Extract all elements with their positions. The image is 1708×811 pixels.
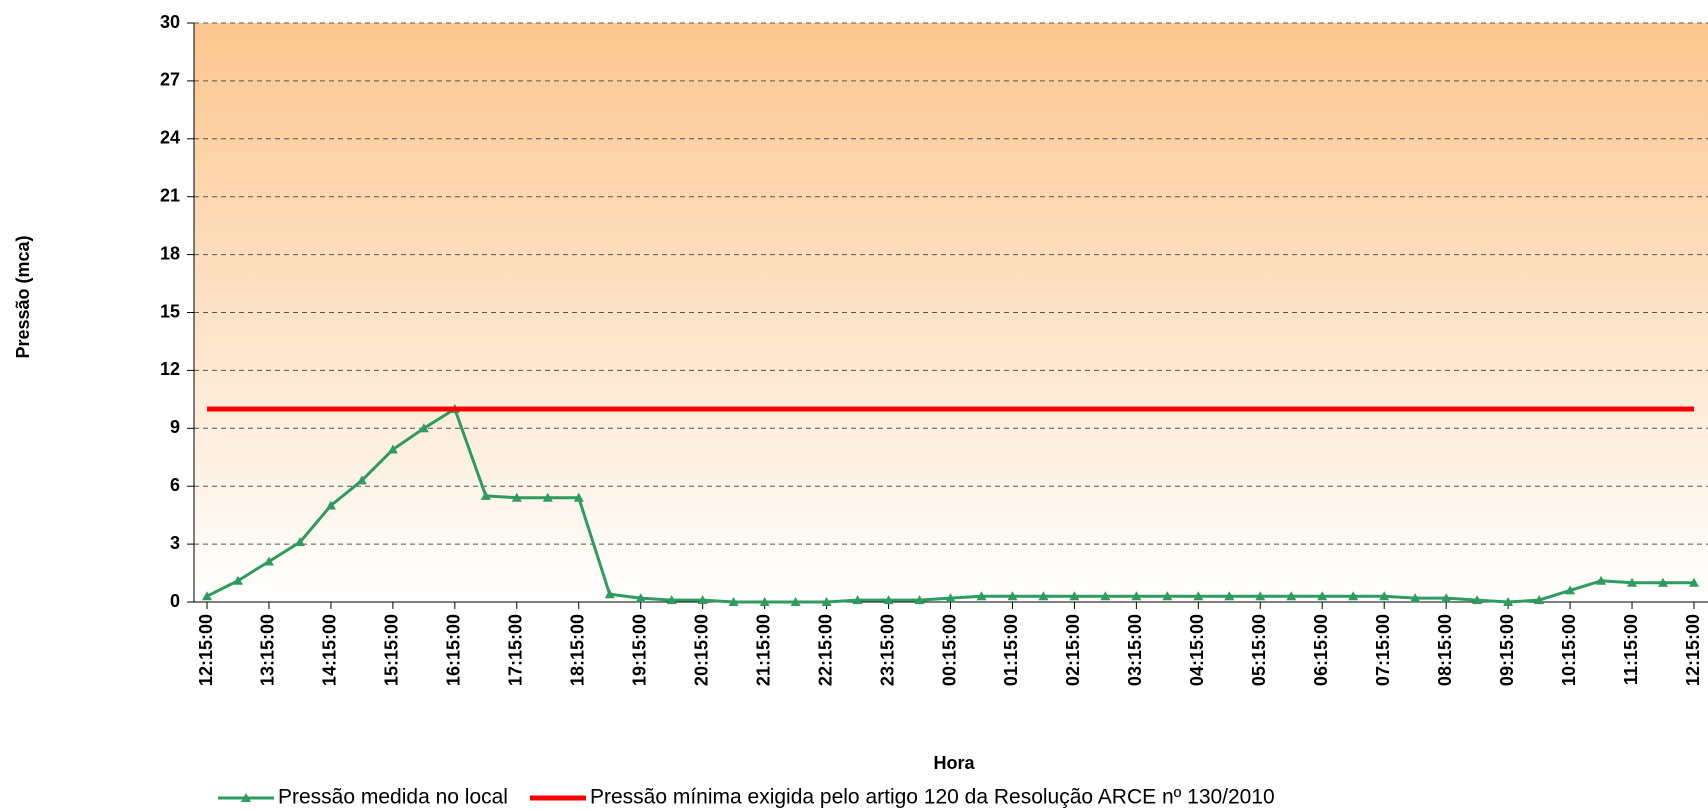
x-tick-label: 01:15:00: [1001, 614, 1021, 686]
x-tick-label: 23:15:00: [877, 614, 897, 686]
point-marker: [325, 500, 336, 510]
y-tick-label: 0: [170, 591, 180, 611]
x-tick-label: 09:15:00: [1497, 614, 1517, 686]
point-marker: [511, 492, 522, 502]
x-tick-label: 02:15:00: [1063, 614, 1083, 686]
x-tick-label: 12:15:00: [1683, 614, 1703, 686]
point-marker: [387, 444, 398, 454]
point-marker: [604, 589, 615, 599]
y-tick-label: 18: [160, 243, 180, 263]
point-marker: [294, 537, 305, 547]
point-marker: [790, 597, 801, 606]
point-marker: [697, 595, 708, 605]
y-tick-label: 24: [160, 128, 180, 148]
x-tick-label: 12:15:00: [196, 614, 216, 686]
x-tick-label: 08:15:00: [1435, 614, 1455, 686]
y-tick-label: 12: [160, 359, 180, 379]
point-marker: [1472, 595, 1483, 605]
y-tick-label: 30: [160, 12, 180, 32]
point-marker: [1069, 591, 1080, 601]
point-marker: [1038, 591, 1049, 601]
legend-label: Pressão medida no local: [278, 786, 508, 809]
point-marker: [635, 593, 646, 603]
y-tick-label: 9: [170, 417, 180, 437]
point-marker: [232, 575, 243, 585]
point-marker: [914, 595, 925, 605]
point-marker: [1689, 577, 1699, 587]
x-tick-label: 03:15:00: [1125, 614, 1145, 686]
x-tick-label: 21:15:00: [753, 614, 773, 686]
point-marker: [542, 492, 553, 502]
point-marker: [1286, 591, 1297, 601]
point-marker: [759, 597, 770, 606]
point-marker: [1596, 575, 1607, 585]
y-tick-label: 21: [160, 185, 180, 205]
x-tick-label: 07:15:00: [1373, 614, 1393, 686]
y-tick-label: 6: [170, 475, 180, 495]
point-marker: [1658, 577, 1669, 587]
point-marker: [1410, 593, 1421, 603]
x-tick-label: 06:15:00: [1311, 614, 1331, 686]
x-tick-label: 20:15:00: [691, 614, 711, 686]
y-tick-label: 27: [160, 70, 180, 90]
x-tick-label: 17:15:00: [506, 614, 526, 686]
x-tick-label: 16:15:00: [444, 614, 464, 686]
point-marker: [202, 591, 212, 601]
x-tick-label: 04:15:00: [1187, 614, 1207, 686]
point-marker: [1193, 591, 1204, 601]
point-marker: [1007, 591, 1018, 601]
y-tick-label: 3: [170, 533, 180, 553]
point-marker: [573, 492, 584, 502]
x-tick-label: 18:15:00: [568, 614, 588, 686]
point-marker: [666, 595, 677, 605]
point-marker: [480, 490, 491, 500]
x-tick-label: 05:15:00: [1249, 614, 1269, 686]
point-marker: [1627, 577, 1638, 587]
point-marker: [945, 593, 956, 603]
x-tick-label: 14:15:00: [320, 614, 340, 686]
point-marker: [263, 556, 274, 566]
point-marker: [1379, 591, 1390, 601]
point-marker: [1255, 591, 1266, 601]
point-marker: [356, 475, 367, 485]
x-tick-label: 13:15:00: [258, 614, 278, 686]
point-marker: [1224, 591, 1235, 601]
point-marker: [821, 597, 832, 606]
x-tick-label: 10:15:00: [1559, 614, 1579, 686]
point-marker: [852, 595, 863, 605]
point-marker: [1534, 595, 1545, 605]
point-marker: [418, 423, 429, 433]
legend-label: Pressão mínima exigida pelo artigo 120 d…: [590, 786, 1275, 809]
point-marker: [1348, 591, 1359, 601]
y-axis-label: Pressão (mca): [13, 235, 33, 358]
x-tick-label: 19:15:00: [629, 614, 649, 686]
point-marker: [728, 597, 739, 606]
point-marker: [1162, 591, 1173, 601]
x-tick-label: 22:15:00: [815, 614, 835, 686]
y-tick-label: 15: [160, 301, 180, 321]
point-marker: [1100, 591, 1111, 601]
legend-marker: [241, 793, 251, 802]
x-tick-label: 00:15:00: [939, 614, 959, 686]
point-marker: [883, 595, 894, 605]
x-tick-label: 11:15:00: [1621, 614, 1641, 685]
point-marker: [976, 591, 987, 601]
point-marker: [1131, 591, 1142, 601]
x-tick-label: 15:15:00: [382, 614, 402, 686]
point-marker: [1503, 597, 1514, 606]
point-marker: [1565, 585, 1576, 595]
point-marker: [1441, 593, 1452, 603]
x-axis-label: Hora: [933, 753, 975, 773]
point-marker: [1317, 591, 1328, 601]
